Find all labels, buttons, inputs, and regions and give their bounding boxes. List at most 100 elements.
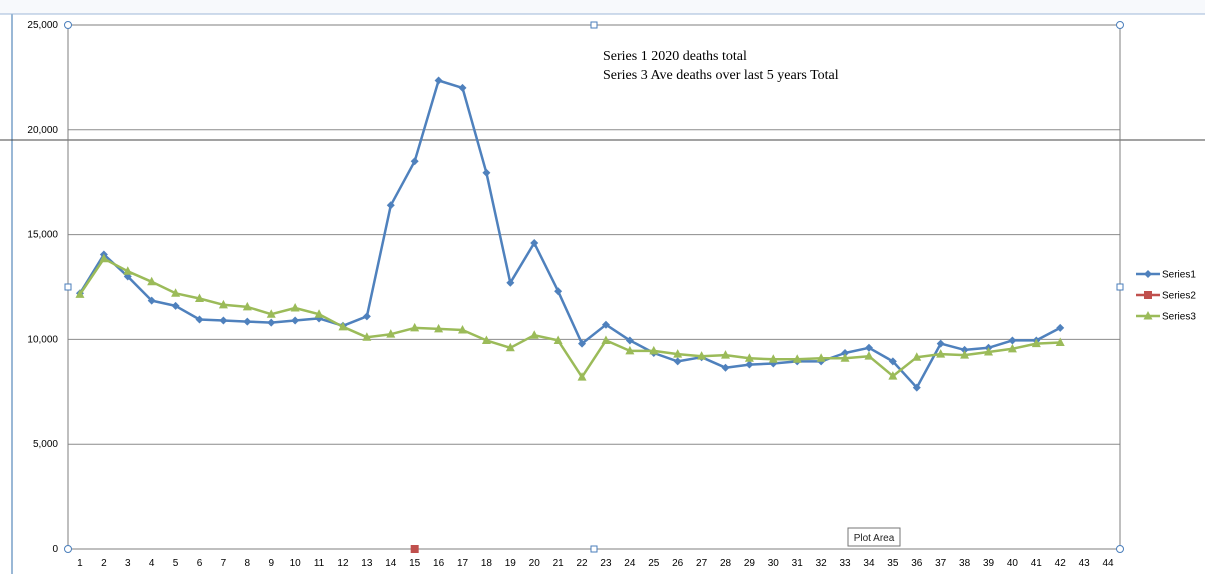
plot-area-frame[interactable] <box>67 24 1121 550</box>
series3-point[interactable] <box>744 353 754 362</box>
series3-point[interactable] <box>505 342 515 352</box>
series3-point[interactable] <box>410 322 420 332</box>
x-tick-label: 30 <box>768 558 780 569</box>
series3-point[interactable] <box>529 330 539 339</box>
series3-point[interactable] <box>984 346 993 356</box>
series1-point[interactable] <box>625 336 634 345</box>
series3-point[interactable] <box>673 349 683 358</box>
series1-point[interactable] <box>458 83 467 92</box>
series3-point[interactable] <box>195 293 204 303</box>
series1-point[interactable] <box>267 318 276 327</box>
series3-point[interactable] <box>649 345 659 355</box>
legend-entry[interactable]: Series2 <box>1162 291 1196 302</box>
side-handle[interactable] <box>1116 283 1124 291</box>
series1-point[interactable] <box>960 345 969 354</box>
series3-point[interactable] <box>936 349 946 358</box>
series1-point[interactable] <box>506 278 515 287</box>
series1-point[interactable] <box>936 339 945 348</box>
x-tick-label: 37 <box>935 558 947 569</box>
series3-point[interactable] <box>1031 338 1041 348</box>
corner-handle[interactable] <box>64 545 72 553</box>
series3-point[interactable] <box>386 329 396 338</box>
side-handle[interactable] <box>590 545 598 553</box>
series3-point[interactable] <box>912 352 922 361</box>
series2-point[interactable] <box>410 545 419 553</box>
series1-point[interactable] <box>888 357 897 366</box>
series1-point[interactable] <box>410 157 419 166</box>
series1-point[interactable] <box>1008 336 1017 345</box>
series3-point[interactable] <box>625 345 635 355</box>
series1-point[interactable] <box>219 316 228 325</box>
series3-point[interactable] <box>721 350 730 359</box>
series1-point[interactable] <box>554 287 563 296</box>
x-tick-label: 41 <box>1031 558 1043 569</box>
series3-point[interactable] <box>218 299 228 309</box>
series1-point[interactable] <box>291 316 300 325</box>
series3-point[interactable] <box>840 353 850 362</box>
series1-point[interactable] <box>362 312 371 321</box>
corner-handle[interactable] <box>1116 21 1124 29</box>
series3-point[interactable] <box>816 353 826 362</box>
series1-point[interactable] <box>386 201 395 210</box>
legend-entry[interactable]: Series1 <box>1162 270 1196 281</box>
side-handle[interactable] <box>590 21 598 29</box>
series1-point[interactable] <box>530 238 539 247</box>
series3-point[interactable] <box>1055 337 1065 347</box>
series3-point[interactable] <box>792 354 802 363</box>
series3-point[interactable] <box>242 301 252 311</box>
x-tick-label: 38 <box>959 558 971 569</box>
series1-point[interactable] <box>482 168 491 177</box>
corner-handle[interactable] <box>64 21 72 29</box>
series1-point[interactable] <box>195 315 204 324</box>
series1-point[interactable] <box>147 296 156 305</box>
series1-point[interactable] <box>745 360 754 369</box>
y-tick-label: 20,000 <box>27 125 58 136</box>
series1-point[interactable] <box>841 349 850 358</box>
series3-point[interactable] <box>75 289 85 298</box>
series3-point[interactable] <box>434 323 444 333</box>
x-tick-label: 26 <box>672 558 684 569</box>
series1-point[interactable] <box>912 383 921 392</box>
series3-point[interactable] <box>577 372 587 381</box>
series1-point[interactable] <box>673 357 682 366</box>
series3-point[interactable] <box>147 276 157 286</box>
series1-point[interactable] <box>601 320 610 329</box>
x-tick-label: 11 <box>314 558 325 569</box>
series3-point[interactable] <box>99 253 109 263</box>
series3-point[interactable] <box>123 266 133 275</box>
series3-point[interactable] <box>888 371 898 380</box>
series3-point[interactable] <box>601 335 611 344</box>
legend-entry[interactable]: Series3 <box>1162 312 1196 323</box>
x-tick-label: 43 <box>1079 558 1091 569</box>
series3-point[interactable] <box>171 288 181 297</box>
corner-handle[interactable] <box>1116 545 1124 553</box>
series3-point[interactable] <box>553 335 563 344</box>
x-tick-label: 35 <box>887 558 899 569</box>
series3-point[interactable] <box>458 324 467 334</box>
series3-point[interactable] <box>864 351 874 360</box>
y-tick-label: 15,000 <box>27 230 58 241</box>
x-tick-label: 32 <box>816 558 828 569</box>
series3-point[interactable] <box>266 309 276 318</box>
series1-point[interactable] <box>864 343 873 352</box>
series1-point[interactable] <box>721 363 730 372</box>
series1-line[interactable] <box>78 79 1061 389</box>
side-handle[interactable] <box>64 283 72 291</box>
series3-point[interactable] <box>960 350 970 359</box>
series1-point[interactable] <box>1056 323 1065 332</box>
series3-point[interactable] <box>338 321 348 331</box>
series3-point[interactable] <box>1007 343 1017 353</box>
series3-point[interactable] <box>481 335 491 344</box>
series3-line[interactable] <box>78 257 1061 379</box>
series1-point[interactable] <box>171 301 180 310</box>
series1-point[interactable] <box>434 76 443 85</box>
series3-point[interactable] <box>290 302 300 312</box>
series3-point[interactable] <box>697 351 707 360</box>
series3-point[interactable] <box>362 332 372 341</box>
series1-point[interactable] <box>243 317 252 326</box>
series1-point[interactable] <box>578 339 587 348</box>
series3-point[interactable] <box>768 354 778 363</box>
series3-point[interactable] <box>314 309 324 318</box>
